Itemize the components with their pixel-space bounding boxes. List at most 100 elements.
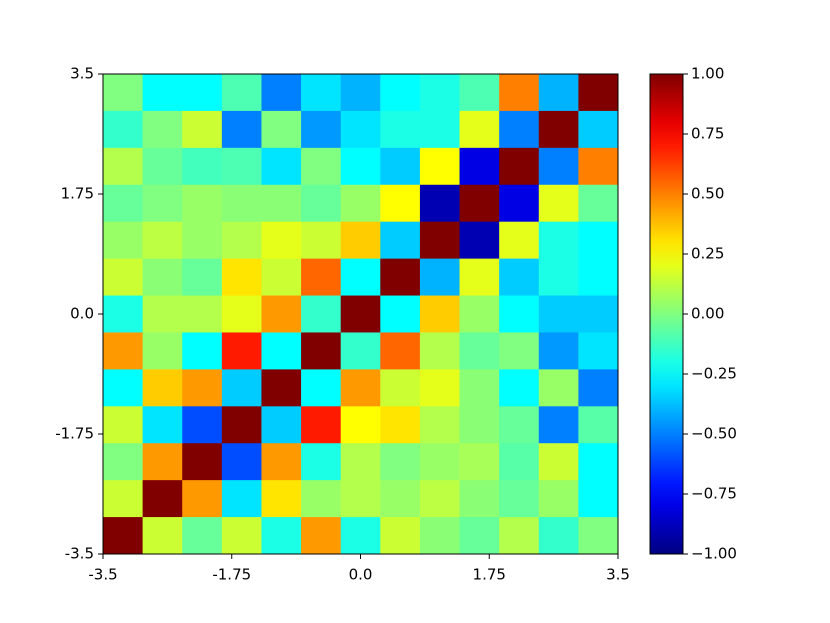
heatmap-cell [340,221,381,260]
heatmap-cell [578,258,619,297]
heatmap-cell [419,221,461,260]
heatmap-cell [578,517,619,555]
x-tick-label: 1.75 [473,566,506,584]
heatmap-cell [380,517,421,555]
heatmap-cell [340,258,381,297]
y-tick-label: 3.5 [70,65,94,83]
heatmap-cell [103,406,144,444]
heatmap-cell [182,221,223,260]
colorbar-tick-label: −0.25 [691,365,737,383]
heatmap-cell [182,480,223,518]
heatmap-cell [221,258,262,297]
heatmap-cell [578,443,619,481]
heatmap-cell [142,74,183,112]
heatmap-cell [538,221,579,260]
heatmap-cell [103,332,144,370]
heatmap-cell [380,221,421,260]
heatmap-cell [499,517,540,555]
heatmap-cell [221,406,262,444]
heatmap-cell [221,517,262,555]
heatmap-cell [142,480,183,518]
heatmap-cell [340,74,381,112]
heatmap-cell [419,480,461,518]
heatmap-cell [340,406,381,444]
heatmap-cell [459,332,500,370]
heatmap-cell [221,369,262,407]
colorbar-tick-label: 0.25 [691,245,724,263]
heatmap-cell [459,258,500,297]
heatmap-cell [103,258,144,297]
heatmap-cell [419,443,461,481]
heatmap-cell [142,517,183,555]
heatmap-cell [499,184,540,223]
heatmap-cell [538,74,579,112]
x-tick-label: 0.0 [349,566,373,584]
heatmap-cell [261,369,302,407]
heatmap-cell [340,480,381,518]
heatmap-cell [182,443,223,481]
heatmap-cell [578,406,619,444]
colorbar-tick-label: 1.00 [691,65,724,83]
heatmap-cell [419,258,461,297]
colorbar-tick-label: 0.75 [691,125,724,143]
heatmap-cell [301,110,342,149]
heatmap-cell [261,295,302,333]
heatmap-cell [182,74,223,112]
heatmap-cell [419,295,461,333]
heatmap-cell [142,221,183,260]
heatmap-cell [578,74,619,112]
heatmap-cell [499,295,540,333]
heatmap-cell [340,184,381,223]
heatmap-cell [380,110,421,149]
heatmap-cell [499,406,540,444]
heatmap-cell [301,74,342,112]
heatmap-cell [538,369,579,407]
heatmap-cell [459,110,500,149]
heatmap-cell [182,147,223,186]
heatmap-cell [419,517,461,555]
heatmap-cell [499,74,540,112]
heatmap-cell [578,332,619,370]
heatmap-cell [578,369,619,407]
heatmap-cell [380,184,421,223]
heatmap-cell [538,480,579,518]
heatmap-cell [142,369,183,407]
heatmap-cell [538,332,579,370]
colorbar-tick-label: −0.75 [691,485,737,503]
heatmap-cell [182,110,223,149]
heatmap-cell [459,443,500,481]
heatmap-cell [221,443,262,481]
heatmap-cell [301,369,342,407]
heatmap-cell [459,369,500,407]
heatmap-cell [578,480,619,518]
heatmap-cell [142,406,183,444]
heatmap-cell [261,406,302,444]
heatmap-cell [499,443,540,481]
heatmap-cell [301,332,342,370]
heatmap-cell [340,110,381,149]
y-tick-label: -1.75 [55,425,94,443]
heatmap-cell [301,517,342,555]
heatmap-cell [380,258,421,297]
heatmap-cell [103,369,144,407]
colorbar [649,73,684,555]
colorbar-tick-label: 0.50 [691,185,724,203]
heatmap-cell [182,332,223,370]
heatmap-cell [142,258,183,297]
heatmap-cell [340,443,381,481]
heatmap-cell [301,406,342,444]
heatmap-cell [261,147,302,186]
colorbar-tick-label: 0.00 [691,305,724,323]
heatmap-cell [103,221,144,260]
heatmap-cell [419,74,461,112]
colorbar-tick-label: −1.00 [691,545,737,563]
heatmap-cell [419,110,461,149]
heatmap-cell [261,480,302,518]
heatmap-cell [380,406,421,444]
heatmap-cell [459,74,500,112]
heatmap-cell [380,369,421,407]
heatmap-cell [380,74,421,112]
y-tick-label: -3.5 [65,545,94,563]
heatmap-cell [182,517,223,555]
